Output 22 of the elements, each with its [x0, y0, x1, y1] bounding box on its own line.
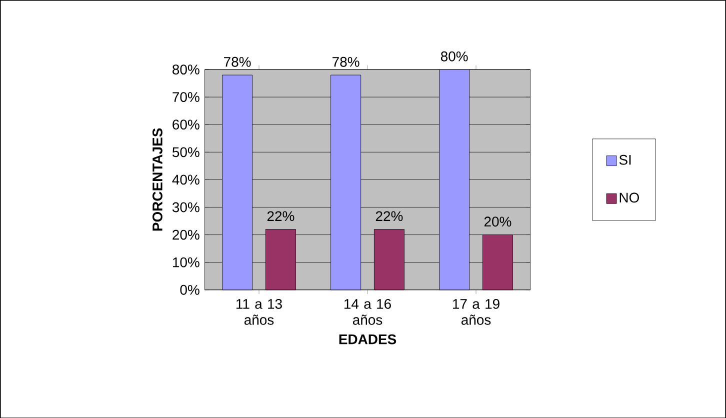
- y-tick-label: 40%: [172, 174, 200, 184]
- y-axis-title: PORCENTAJES: [152, 128, 162, 230]
- y-tick-label: 0%: [180, 284, 200, 295]
- x-tick-label: 17 a 19 años: [453, 298, 500, 325]
- legend-label: NO: [620, 192, 640, 202]
- y-tick-label: 70%: [172, 92, 200, 102]
- x-tick-label: 14 a 16 años: [344, 298, 391, 325]
- data-label: 20%: [484, 216, 512, 226]
- legend-label: SI: [619, 154, 631, 165]
- data-label: 22%: [376, 210, 403, 221]
- y-tick-label: 80%: [172, 64, 200, 74]
- data-label: 78%: [332, 56, 360, 67]
- x-tick-label: 11 a 13 años: [236, 298, 282, 325]
- y-tick-label: 60%: [172, 119, 200, 130]
- x-axis-title: EDADES: [339, 334, 396, 344]
- data-label: 80%: [440, 51, 468, 62]
- y-tick-label: 30%: [172, 202, 200, 212]
- y-tick-label: 10%: [172, 257, 200, 268]
- data-label: 78%: [224, 56, 251, 67]
- data-label: 22%: [267, 210, 294, 221]
- y-tick-label: 20%: [172, 230, 200, 240]
- y-tick-label: 50%: [172, 146, 200, 157]
